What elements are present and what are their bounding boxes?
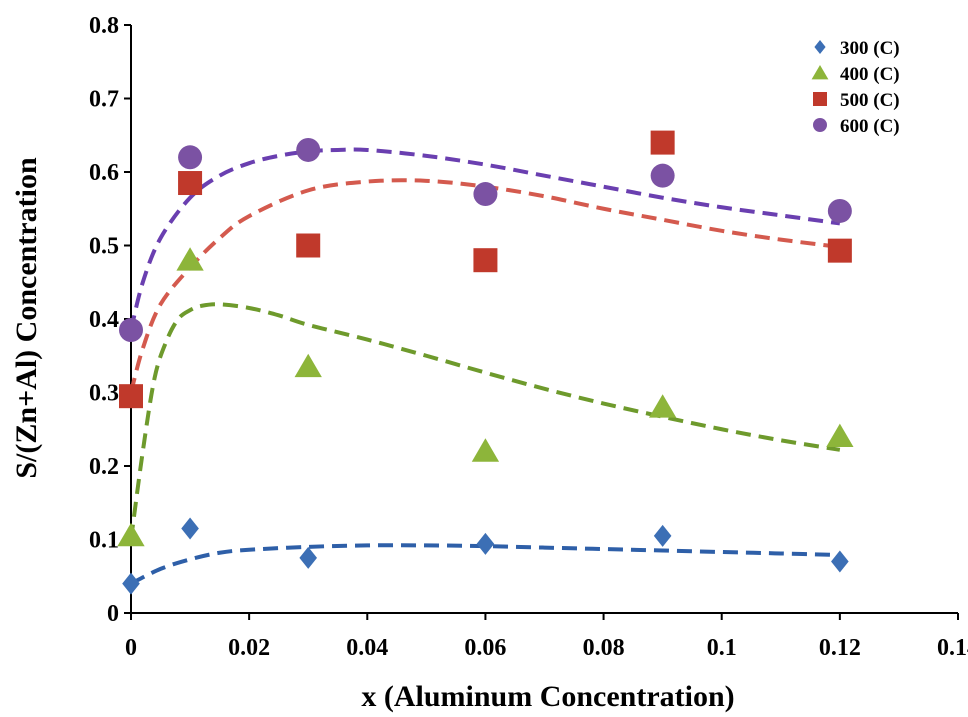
data-point — [648, 394, 677, 418]
x-tick-label: 0.04 — [346, 635, 388, 661]
y-tick-label: 0 — [107, 601, 119, 627]
data-point — [296, 233, 321, 258]
x-axis: 0 0.02 0.04 0.06 0.08 0.1 0.12 0.14 — [125, 612, 968, 661]
legend-marker — [811, 65, 829, 80]
data-point — [473, 248, 498, 273]
x-tick-label: 0.1 — [707, 635, 737, 661]
data-point — [827, 238, 852, 263]
data-point — [826, 423, 854, 447]
y-axis: 0 0.1 0.2 0.3 0.4 0.5 0.6 0.7 0.8 — [89, 13, 132, 627]
data-point — [653, 524, 672, 547]
y-tick-label: 0.7 — [89, 87, 119, 113]
data-point — [476, 532, 495, 555]
x-tick-label: 0.02 — [228, 635, 270, 661]
data-point — [650, 163, 675, 188]
legend-label: 400 (C) — [840, 64, 900, 85]
y-tick-label: 0.2 — [89, 454, 119, 480]
x-tick-label: 0 — [125, 635, 137, 661]
data-point — [119, 318, 143, 343]
data-point — [299, 546, 318, 569]
y-tick-label: 0.1 — [89, 528, 119, 554]
data-point — [831, 550, 849, 573]
x-tick-label: 0.08 — [583, 635, 625, 661]
data-point — [827, 198, 852, 223]
data-markers — [117, 130, 854, 595]
data-point — [181, 517, 199, 540]
legend-marker — [814, 40, 826, 54]
fit-line — [129, 302, 841, 540]
x-axis-title: x (Aluminum Concentration) — [361, 680, 734, 713]
data-point — [178, 145, 203, 170]
y-tick-label: 0.8 — [89, 13, 119, 39]
y-axis-title: S/(Zn+Al) Concentration — [10, 157, 43, 479]
y-tick-label: 0.4 — [89, 307, 119, 333]
fit-line — [130, 543, 840, 586]
legend-marker — [813, 118, 827, 132]
data-point — [119, 384, 143, 409]
y-tick-label: 0.3 — [89, 381, 119, 407]
data-point — [473, 182, 498, 207]
legend: 300 (C) 400 (C) 500 (C) 600 (C) — [811, 38, 900, 137]
data-point — [294, 353, 322, 378]
legend-label: 300 (C) — [840, 38, 900, 59]
data-point — [176, 247, 204, 271]
data-point — [650, 130, 675, 155]
x-tick-label: 0.12 — [819, 635, 861, 661]
legend-label: 500 (C) — [840, 90, 900, 111]
data-point — [471, 438, 500, 462]
legend-label: 600 (C) — [840, 116, 900, 137]
fit-lines — [129, 147, 841, 586]
fit-line — [129, 178, 841, 394]
data-point — [122, 572, 140, 595]
x-tick-label: 0.14 — [937, 635, 968, 661]
data-point — [296, 137, 321, 162]
y-tick-label: 0.5 — [89, 234, 119, 260]
data-point — [117, 522, 145, 547]
y-tick-label: 0.6 — [89, 160, 119, 186]
fit-line — [129, 147, 841, 331]
data-point — [178, 171, 203, 196]
x-tick-label: 0.06 — [464, 635, 506, 661]
legend-marker — [813, 92, 827, 106]
